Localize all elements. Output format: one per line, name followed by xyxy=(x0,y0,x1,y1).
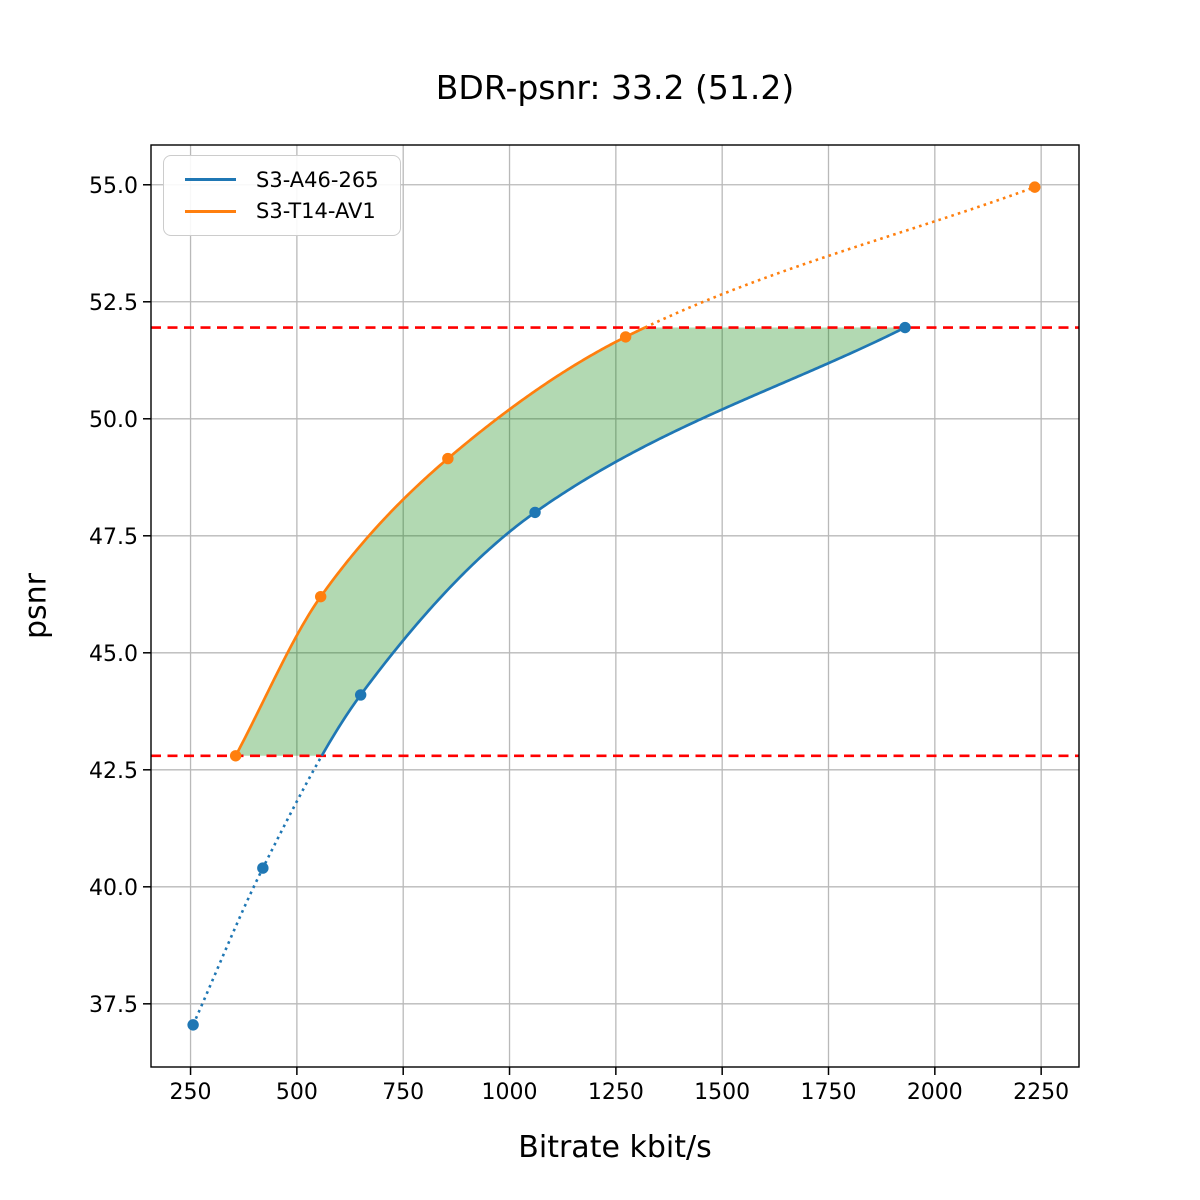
y-tick-label: 50.0 xyxy=(89,408,138,433)
x-tick-label: 2250 xyxy=(1013,1080,1069,1105)
x-tick-label: 250 xyxy=(170,1080,212,1105)
plot-border xyxy=(150,144,1080,1068)
x-tick-label: 500 xyxy=(276,1080,318,1105)
data-point-marker xyxy=(257,862,269,874)
x-tick-label: 1250 xyxy=(588,1080,644,1105)
x-tick-label: 1000 xyxy=(482,1080,538,1105)
data-point-marker xyxy=(529,506,541,519)
y-tick-label: 40.0 xyxy=(89,876,138,901)
y-axis-label: psnr xyxy=(18,572,54,640)
data-point-marker xyxy=(314,590,327,603)
legend-item: S3-A46-265 xyxy=(185,164,390,196)
x-tick-label: 1500 xyxy=(694,1080,750,1105)
curve-dotted-segment xyxy=(191,755,323,1026)
data-point-marker xyxy=(619,331,632,343)
legend-label: S3-A46-265 xyxy=(256,167,379,192)
data-point-marker xyxy=(1029,181,1041,193)
curve-solid-segment xyxy=(320,326,906,757)
legend-label: S3-T14-AV1 xyxy=(256,199,376,224)
x-tick-label: 750 xyxy=(382,1080,424,1105)
x-axis-label: Bitrate kbit/s xyxy=(518,1130,712,1165)
legend-item: S3-T14-AV1 xyxy=(185,196,390,228)
x-tick-label: 2000 xyxy=(907,1080,963,1105)
data-point-marker xyxy=(229,750,242,762)
y-tick-label: 47.5 xyxy=(89,525,138,550)
curve-dotted-segment xyxy=(644,185,1036,329)
legend-line-sample xyxy=(185,209,236,213)
y-tick-label: 37.5 xyxy=(89,993,138,1018)
chart-title: BDR-psnr: 33.2 (51.2) xyxy=(435,68,795,107)
data-point-marker xyxy=(354,689,367,701)
legend-line-sample xyxy=(185,178,236,182)
y-tick-label: 45.0 xyxy=(89,642,138,667)
data-point-marker xyxy=(899,321,911,334)
y-tick-label: 52.5 xyxy=(89,291,138,316)
legend: S3-A46-265 S3-T14-AV1 xyxy=(163,155,401,236)
y-tick-label: 55.0 xyxy=(89,174,138,199)
x-tick-label: 1750 xyxy=(800,1080,856,1105)
bd-rate-shaded-area xyxy=(235,327,906,756)
y-tick-label: 42.5 xyxy=(89,759,138,784)
data-point-marker xyxy=(187,1019,199,1031)
curve-solid-segment xyxy=(234,326,646,757)
data-point-marker xyxy=(442,452,454,465)
